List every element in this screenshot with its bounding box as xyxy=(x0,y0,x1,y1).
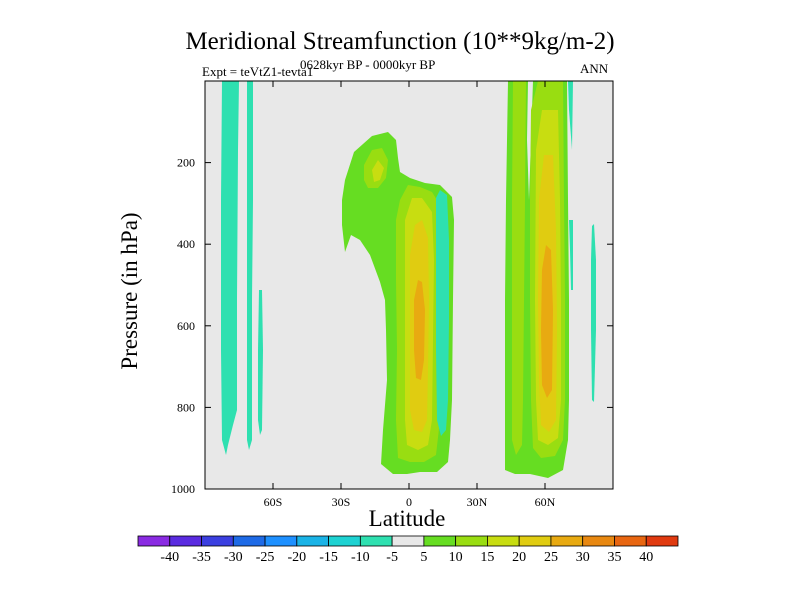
y-axis-label: Pressure (in hPa) xyxy=(117,212,142,370)
colorbar-label: 10 xyxy=(449,550,463,565)
colorbar-swatch xyxy=(264,535,298,547)
colorbar-label: -10 xyxy=(351,550,370,565)
y-tick-label: 200 xyxy=(177,156,195,170)
colorbar-label: -15 xyxy=(319,550,338,565)
colorbar-swatch xyxy=(645,535,679,547)
x-axis-ticks: 60S 30S 0 30N 60N xyxy=(264,81,556,509)
season-label: ANN xyxy=(580,61,609,76)
colorbar-swatch xyxy=(137,535,171,547)
experiment-label: Expt = teVtZ1-tevta1 xyxy=(202,64,314,79)
y-tick-label: 1000 xyxy=(171,482,195,496)
colorbar: -40 -35 -30 -25 -20 -15 -10 -5 5 10 15 20 25 30 35 40 xyxy=(137,535,679,565)
x-tick-label: 30N xyxy=(467,495,488,509)
time-range-label: 0628kyr BP - 0000kyr BP xyxy=(300,57,436,72)
colorbar-label: -30 xyxy=(224,550,243,565)
colorbar-swatch xyxy=(614,535,647,547)
x-tick-label: 60S xyxy=(264,495,283,509)
x-tick-label: 60N xyxy=(535,495,556,509)
colorbar-swatch xyxy=(391,535,425,547)
colorbar-label: 20 xyxy=(512,550,526,565)
y-tick-label: 400 xyxy=(177,237,195,251)
contour-pos-tropical-25 xyxy=(414,280,425,380)
contour-neg-nh-polar xyxy=(568,81,573,150)
chart-title: Meridional Streamfunction (10**9kg/m-2) xyxy=(185,28,615,55)
colorbar-label: 30 xyxy=(576,550,590,565)
colorbar-label: -5 xyxy=(386,550,398,565)
colorbar-swatch xyxy=(518,535,552,547)
contour-neg-sh-midlat xyxy=(247,81,253,450)
x-tick-label: 0 xyxy=(406,495,412,509)
colorbar-swatch xyxy=(359,535,393,547)
colorbar-label: -40 xyxy=(160,550,179,565)
contour-neg-sh-polar xyxy=(221,81,239,455)
y-axis-ticks: 200 400 600 800 1000 xyxy=(171,156,613,496)
colorbar-swatch xyxy=(296,535,329,547)
contour-neg-subtropical xyxy=(436,190,449,436)
y-tick-label: 600 xyxy=(177,319,195,333)
colorbar-label: -35 xyxy=(192,550,211,565)
contour-neg-nh-polar-2 xyxy=(569,220,573,290)
colorbar-swatch xyxy=(423,535,457,547)
colorbar-swatch xyxy=(455,535,488,547)
colorbar-label: -25 xyxy=(256,550,275,565)
colorbar-swatch xyxy=(201,535,234,547)
colorbar-label: 25 xyxy=(544,550,558,565)
colorbar-label: 35 xyxy=(607,550,621,565)
colorbar-swatch xyxy=(328,535,361,547)
colorbar-swatch xyxy=(550,535,584,547)
colorbar-swatch xyxy=(487,535,520,547)
colorbar-label: -20 xyxy=(287,550,306,565)
x-axis-label: Latitude xyxy=(368,506,446,531)
contour-neg-sh-detached xyxy=(258,290,263,435)
colorbar-swatch xyxy=(232,535,266,547)
colorbar-label: 40 xyxy=(639,550,653,565)
y-tick-label: 800 xyxy=(177,400,195,414)
contour-neg-nh-polar-3 xyxy=(591,224,596,402)
contour-fill-group xyxy=(221,81,596,478)
colorbar-swatch xyxy=(169,535,202,547)
x-tick-label: 30S xyxy=(332,495,351,509)
contour-pos-nh-25 xyxy=(541,245,553,398)
colorbar-label: 15 xyxy=(480,550,494,565)
colorbar-swatch xyxy=(582,535,615,547)
colorbar-label: 5 xyxy=(420,550,427,565)
